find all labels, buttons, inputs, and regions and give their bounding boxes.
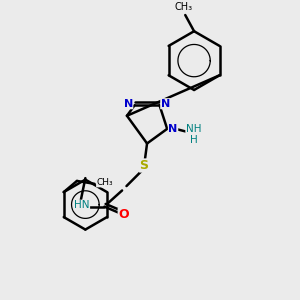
Text: CH₃: CH₃ [175,2,193,12]
Text: H: H [190,135,197,145]
Text: CH₃: CH₃ [97,178,113,187]
Text: HN: HN [74,200,90,210]
Text: NH: NH [186,124,201,134]
Text: N: N [161,99,170,109]
Text: O: O [118,208,129,221]
Text: S: S [140,159,148,172]
Text: N: N [168,124,178,134]
Text: N: N [124,99,133,109]
